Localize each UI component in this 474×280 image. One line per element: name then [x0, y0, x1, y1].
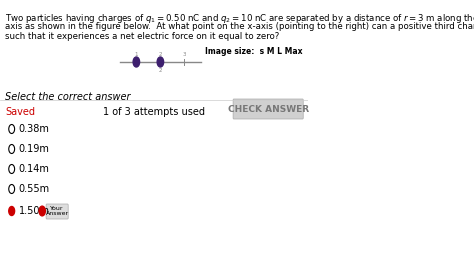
Text: 1 of 3 attempts used: 1 of 3 attempts used: [103, 107, 205, 117]
FancyBboxPatch shape: [233, 99, 303, 119]
Text: x: x: [39, 207, 45, 216]
Text: Saved: Saved: [5, 107, 35, 117]
Text: 0.55m: 0.55m: [19, 184, 50, 194]
Text: 1: 1: [135, 52, 138, 57]
Circle shape: [9, 207, 15, 216]
Text: Two particles having charges of $q_1 = 0.50$ nC and $q_2 = 10$ nC are separated : Two particles having charges of $q_1 = 0…: [5, 12, 474, 25]
Circle shape: [157, 57, 164, 67]
Circle shape: [9, 144, 15, 153]
Circle shape: [9, 185, 15, 193]
Circle shape: [133, 57, 140, 67]
Circle shape: [39, 206, 46, 216]
Text: 0.38m: 0.38m: [19, 124, 50, 134]
Text: 2: 2: [159, 52, 162, 57]
Text: 1.50m: 1.50m: [19, 206, 50, 216]
Text: axis as shown in the figure below.  At what point on the x-axis (pointing to the: axis as shown in the figure below. At wh…: [5, 22, 474, 31]
Text: Image size:  s M L Max: Image size: s M L Max: [205, 47, 302, 56]
Text: Your
Answer: Your Answer: [46, 206, 69, 216]
Text: CHECK ANSWER: CHECK ANSWER: [228, 104, 309, 113]
Circle shape: [9, 165, 15, 174]
Circle shape: [9, 125, 15, 134]
Text: 3: 3: [182, 52, 186, 57]
FancyBboxPatch shape: [46, 204, 68, 219]
Text: 0.14m: 0.14m: [19, 164, 50, 174]
Text: Select the correct answer: Select the correct answer: [5, 92, 131, 102]
Text: such that it experiences a net electric force on it equal to zero?: such that it experiences a net electric …: [5, 32, 280, 41]
Text: 0.19m: 0.19m: [19, 144, 50, 154]
Text: 2: 2: [159, 68, 162, 73]
